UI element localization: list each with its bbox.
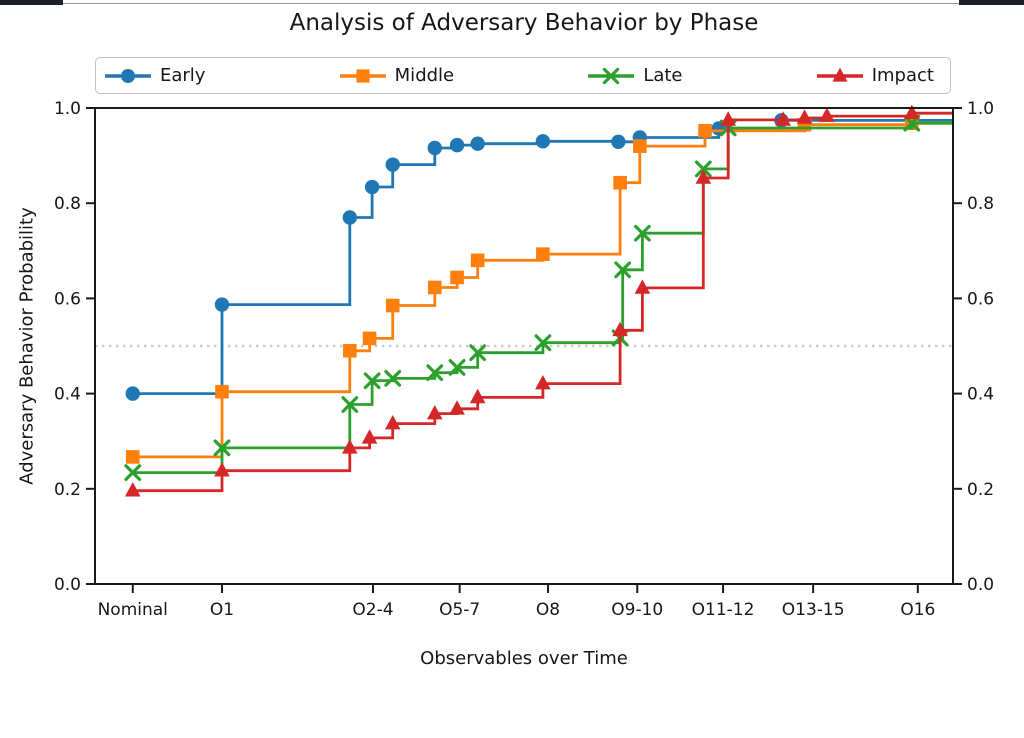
series-marker-middle xyxy=(215,384,229,399)
series-marker-middle xyxy=(536,247,550,261)
series-marker-late xyxy=(124,464,142,482)
series-line-late xyxy=(132,121,953,474)
series-marker-early xyxy=(342,210,358,225)
series-marker-impact xyxy=(634,279,651,294)
y-tick-label-right: 0.6 xyxy=(967,289,994,309)
window-top-left-bar xyxy=(0,0,63,5)
y-tick-label-right: 1.0 xyxy=(967,99,994,119)
series-marker-late xyxy=(634,224,651,242)
series-marker-late xyxy=(694,160,712,178)
series-marker-late xyxy=(213,439,231,457)
series-marker-late xyxy=(534,334,552,352)
legend-item-impact: Impact xyxy=(816,65,934,86)
series-marker-impact xyxy=(469,388,486,404)
series-marker-middle xyxy=(362,331,377,346)
series-marker-late xyxy=(614,261,632,279)
y-tick-label-left: 0.8 xyxy=(54,194,81,214)
series-marker-early xyxy=(214,297,230,312)
series-marker-impact xyxy=(449,400,465,415)
y-tick-label-left: 0.4 xyxy=(54,385,81,405)
series-marker-late xyxy=(384,369,402,387)
legend-item-middle: Middle xyxy=(339,65,454,86)
series-marker-impact xyxy=(819,107,835,122)
series-marker-impact xyxy=(535,375,551,390)
series-marker-late xyxy=(363,372,381,390)
legend-item-late: Late xyxy=(587,65,683,86)
x-tick-label: O9-10 xyxy=(611,600,663,620)
x-tick-label: O11-12 xyxy=(692,600,755,620)
middle-marker-icon xyxy=(339,68,386,83)
x-tick-label: Nominal xyxy=(98,600,168,620)
y-tick-label-right: 0.8 xyxy=(967,194,994,214)
series-marker-late xyxy=(448,359,466,376)
axes-frame xyxy=(94,107,954,585)
series-marker-middle xyxy=(343,343,357,358)
x-axis-label: Observables over Time xyxy=(420,648,628,669)
impact-marker-icon xyxy=(816,67,863,82)
legend-label-early: Early xyxy=(160,65,206,86)
series-marker-middle xyxy=(633,139,647,153)
series-marker-impact xyxy=(796,109,813,124)
early-marker-icon xyxy=(105,68,151,83)
series-marker-early xyxy=(535,134,551,149)
series-line-middle xyxy=(132,121,953,459)
series-marker-late xyxy=(341,396,359,413)
series-marker-impact xyxy=(426,404,443,420)
y-tick-label-left: 1.0 xyxy=(54,99,81,119)
y-tick-label-right: 0.4 xyxy=(967,385,994,405)
series-marker-middle xyxy=(450,270,464,285)
chart-legend: Early Middle Late Impact xyxy=(95,57,951,94)
series-marker-early xyxy=(385,157,400,172)
y-tick-label-left: 0.6 xyxy=(54,289,81,309)
legend-label-late: Late xyxy=(643,65,683,86)
series-marker-impact xyxy=(384,414,401,430)
x-tick-label: O1 xyxy=(210,600,234,620)
series-marker-middle xyxy=(613,175,627,190)
series-marker-early xyxy=(449,137,465,153)
x-tick-label: O2-4 xyxy=(352,600,393,620)
series-line-impact xyxy=(132,111,953,493)
series-marker-middle xyxy=(698,124,712,138)
series-marker-impact xyxy=(612,321,628,337)
series-marker-early xyxy=(427,140,442,156)
y-tick-label-right: 0.2 xyxy=(967,480,994,500)
legend-label-middle: Middle xyxy=(394,65,455,86)
series-marker-middle xyxy=(385,298,400,313)
x-tick-label: O5-7 xyxy=(439,600,480,620)
series-marker-impact xyxy=(124,482,141,497)
window-top-edge-line xyxy=(0,3,1024,4)
window-top-right-bar xyxy=(959,0,1024,5)
y-tick-label-left: 0.2 xyxy=(54,480,81,500)
series-marker-early xyxy=(470,136,485,151)
x-tick-label: O16 xyxy=(900,600,935,620)
series-marker-late xyxy=(469,344,487,362)
series-marker-early xyxy=(125,386,140,401)
legend-label-impact: Impact xyxy=(871,65,934,86)
series-marker-early xyxy=(611,134,626,149)
y-tick-label-left: 0.0 xyxy=(54,575,81,595)
series-marker-impact xyxy=(361,429,378,444)
series-marker-early xyxy=(364,179,380,195)
series-marker-middle xyxy=(470,253,485,268)
series-marker-impact xyxy=(214,462,230,477)
series-marker-impact xyxy=(904,104,920,120)
series-marker-middle xyxy=(427,280,442,295)
series-marker-impact xyxy=(720,111,737,126)
series-marker-middle xyxy=(125,450,140,464)
y-tick-label-right: 0.0 xyxy=(967,575,994,595)
legend-item-early: Early xyxy=(104,65,205,86)
chart-title: Analysis of Adversary Behavior by Phase xyxy=(289,10,759,36)
series-marker-late xyxy=(426,364,444,382)
late-marker-icon xyxy=(588,67,635,84)
series-marker-impact xyxy=(342,439,358,454)
series-marker-impact xyxy=(695,169,712,184)
series-marker-impact xyxy=(775,111,791,126)
x-tick-label: O13-15 xyxy=(782,600,845,620)
x-tick-label: O8 xyxy=(536,600,560,620)
